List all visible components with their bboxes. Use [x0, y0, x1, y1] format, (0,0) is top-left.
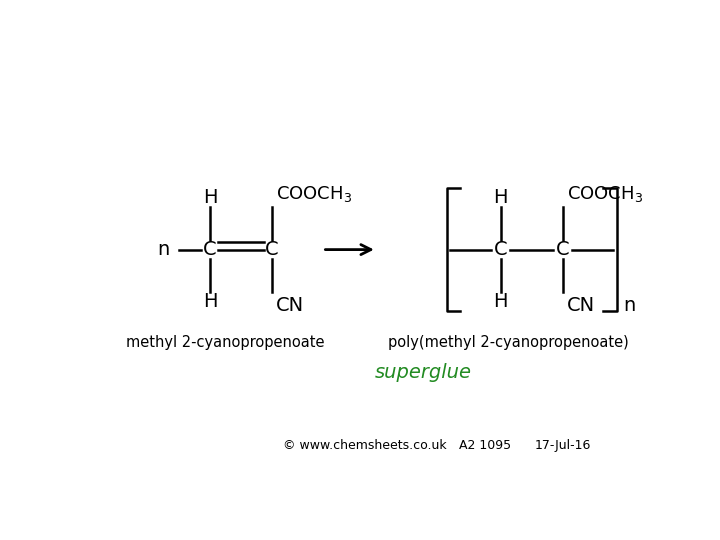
- Text: superglue: superglue: [374, 363, 472, 382]
- Text: CN: CN: [567, 295, 595, 314]
- Text: © www.chemsheets.co.uk: © www.chemsheets.co.uk: [283, 440, 447, 453]
- Text: n: n: [624, 295, 636, 314]
- Text: H: H: [203, 188, 217, 207]
- Text: C: C: [494, 240, 508, 259]
- Text: methyl 2-cyanopropenoate: methyl 2-cyanopropenoate: [127, 334, 325, 349]
- Text: CN: CN: [276, 295, 304, 314]
- Text: COOCH$_3$: COOCH$_3$: [276, 184, 352, 204]
- Text: A2 1095: A2 1095: [459, 440, 511, 453]
- Text: n: n: [158, 240, 170, 259]
- Text: poly(methyl 2-cyanopropenoate): poly(methyl 2-cyanopropenoate): [388, 334, 629, 349]
- Text: H: H: [493, 293, 508, 312]
- Text: 17-Jul-16: 17-Jul-16: [534, 440, 591, 453]
- Text: H: H: [493, 188, 508, 207]
- Text: COOCH$_3$: COOCH$_3$: [567, 184, 643, 204]
- Text: C: C: [265, 240, 279, 259]
- Text: H: H: [203, 293, 217, 312]
- Text: C: C: [556, 240, 570, 259]
- Text: C: C: [203, 240, 217, 259]
